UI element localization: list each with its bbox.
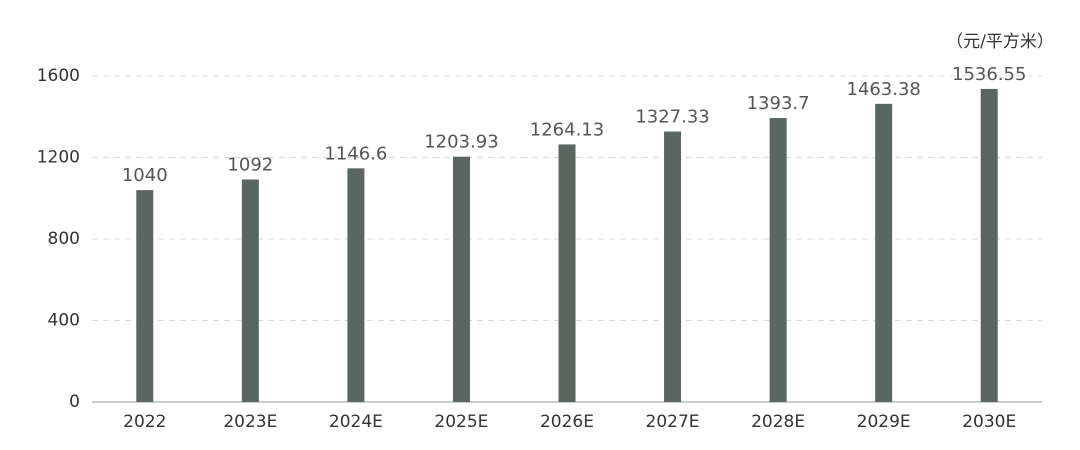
y-tick-label: 800 [48, 229, 80, 249]
x-tick-label: 2025E [434, 412, 488, 432]
y-tick-label: 400 [48, 311, 80, 331]
bar [347, 168, 365, 402]
value-label: 1327.33 [635, 107, 709, 128]
value-label: 1146.6 [324, 143, 387, 164]
value-label: 1203.93 [424, 132, 498, 153]
value-label: 1092 [227, 155, 273, 176]
x-tick-label: 2022 [123, 412, 166, 432]
bar [136, 190, 154, 402]
bar [452, 156, 470, 402]
bar [241, 179, 259, 402]
value-label: 1536.55 [952, 64, 1026, 85]
bar [664, 131, 682, 402]
value-label: 1264.13 [530, 119, 604, 140]
y-axis-label: （元/平方米） [946, 32, 1054, 52]
x-tick-label: 2028E [751, 412, 805, 432]
value-label: 1463.38 [846, 79, 920, 100]
bar [769, 118, 787, 402]
x-tick-label: 2026E [540, 412, 594, 432]
y-tick-label: 1600 [37, 66, 80, 86]
x-tick-label: 2024E [329, 412, 383, 432]
x-tick-label: 2030E [962, 412, 1016, 432]
value-label: 1393.7 [747, 93, 810, 114]
x-tick-label: 2027E [646, 412, 700, 432]
bar [875, 103, 893, 402]
bar [980, 88, 998, 402]
x-tick-label: 2029E [857, 412, 911, 432]
y-tick-label: 1200 [37, 148, 80, 168]
x-tick-label: 2023E [223, 412, 277, 432]
y-tick-label: 0 [69, 392, 80, 412]
value-label: 1040 [122, 165, 168, 186]
bar [558, 144, 576, 402]
